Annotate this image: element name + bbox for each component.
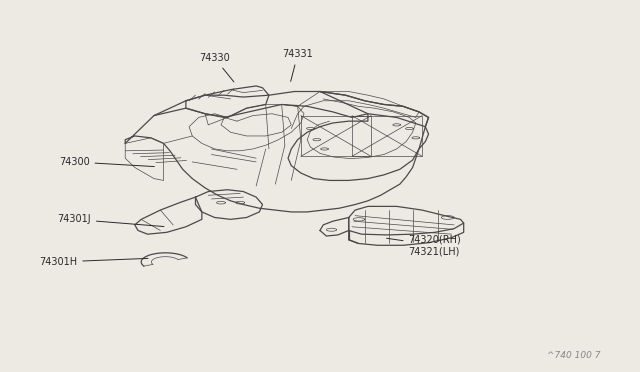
Text: ^740 100 7: ^740 100 7 <box>547 351 601 360</box>
Text: 74300: 74300 <box>59 157 154 167</box>
Text: 74331: 74331 <box>282 49 313 81</box>
Text: 74301H: 74301H <box>39 257 148 267</box>
Text: 74301J: 74301J <box>58 214 164 227</box>
Text: 74330: 74330 <box>199 53 234 82</box>
Text: 74320(RH)
74321(LH): 74320(RH) 74321(LH) <box>387 234 461 256</box>
